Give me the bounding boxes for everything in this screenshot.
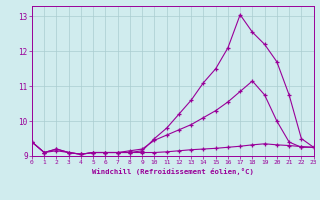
X-axis label: Windchill (Refroidissement éolien,°C): Windchill (Refroidissement éolien,°C) xyxy=(92,168,254,175)
